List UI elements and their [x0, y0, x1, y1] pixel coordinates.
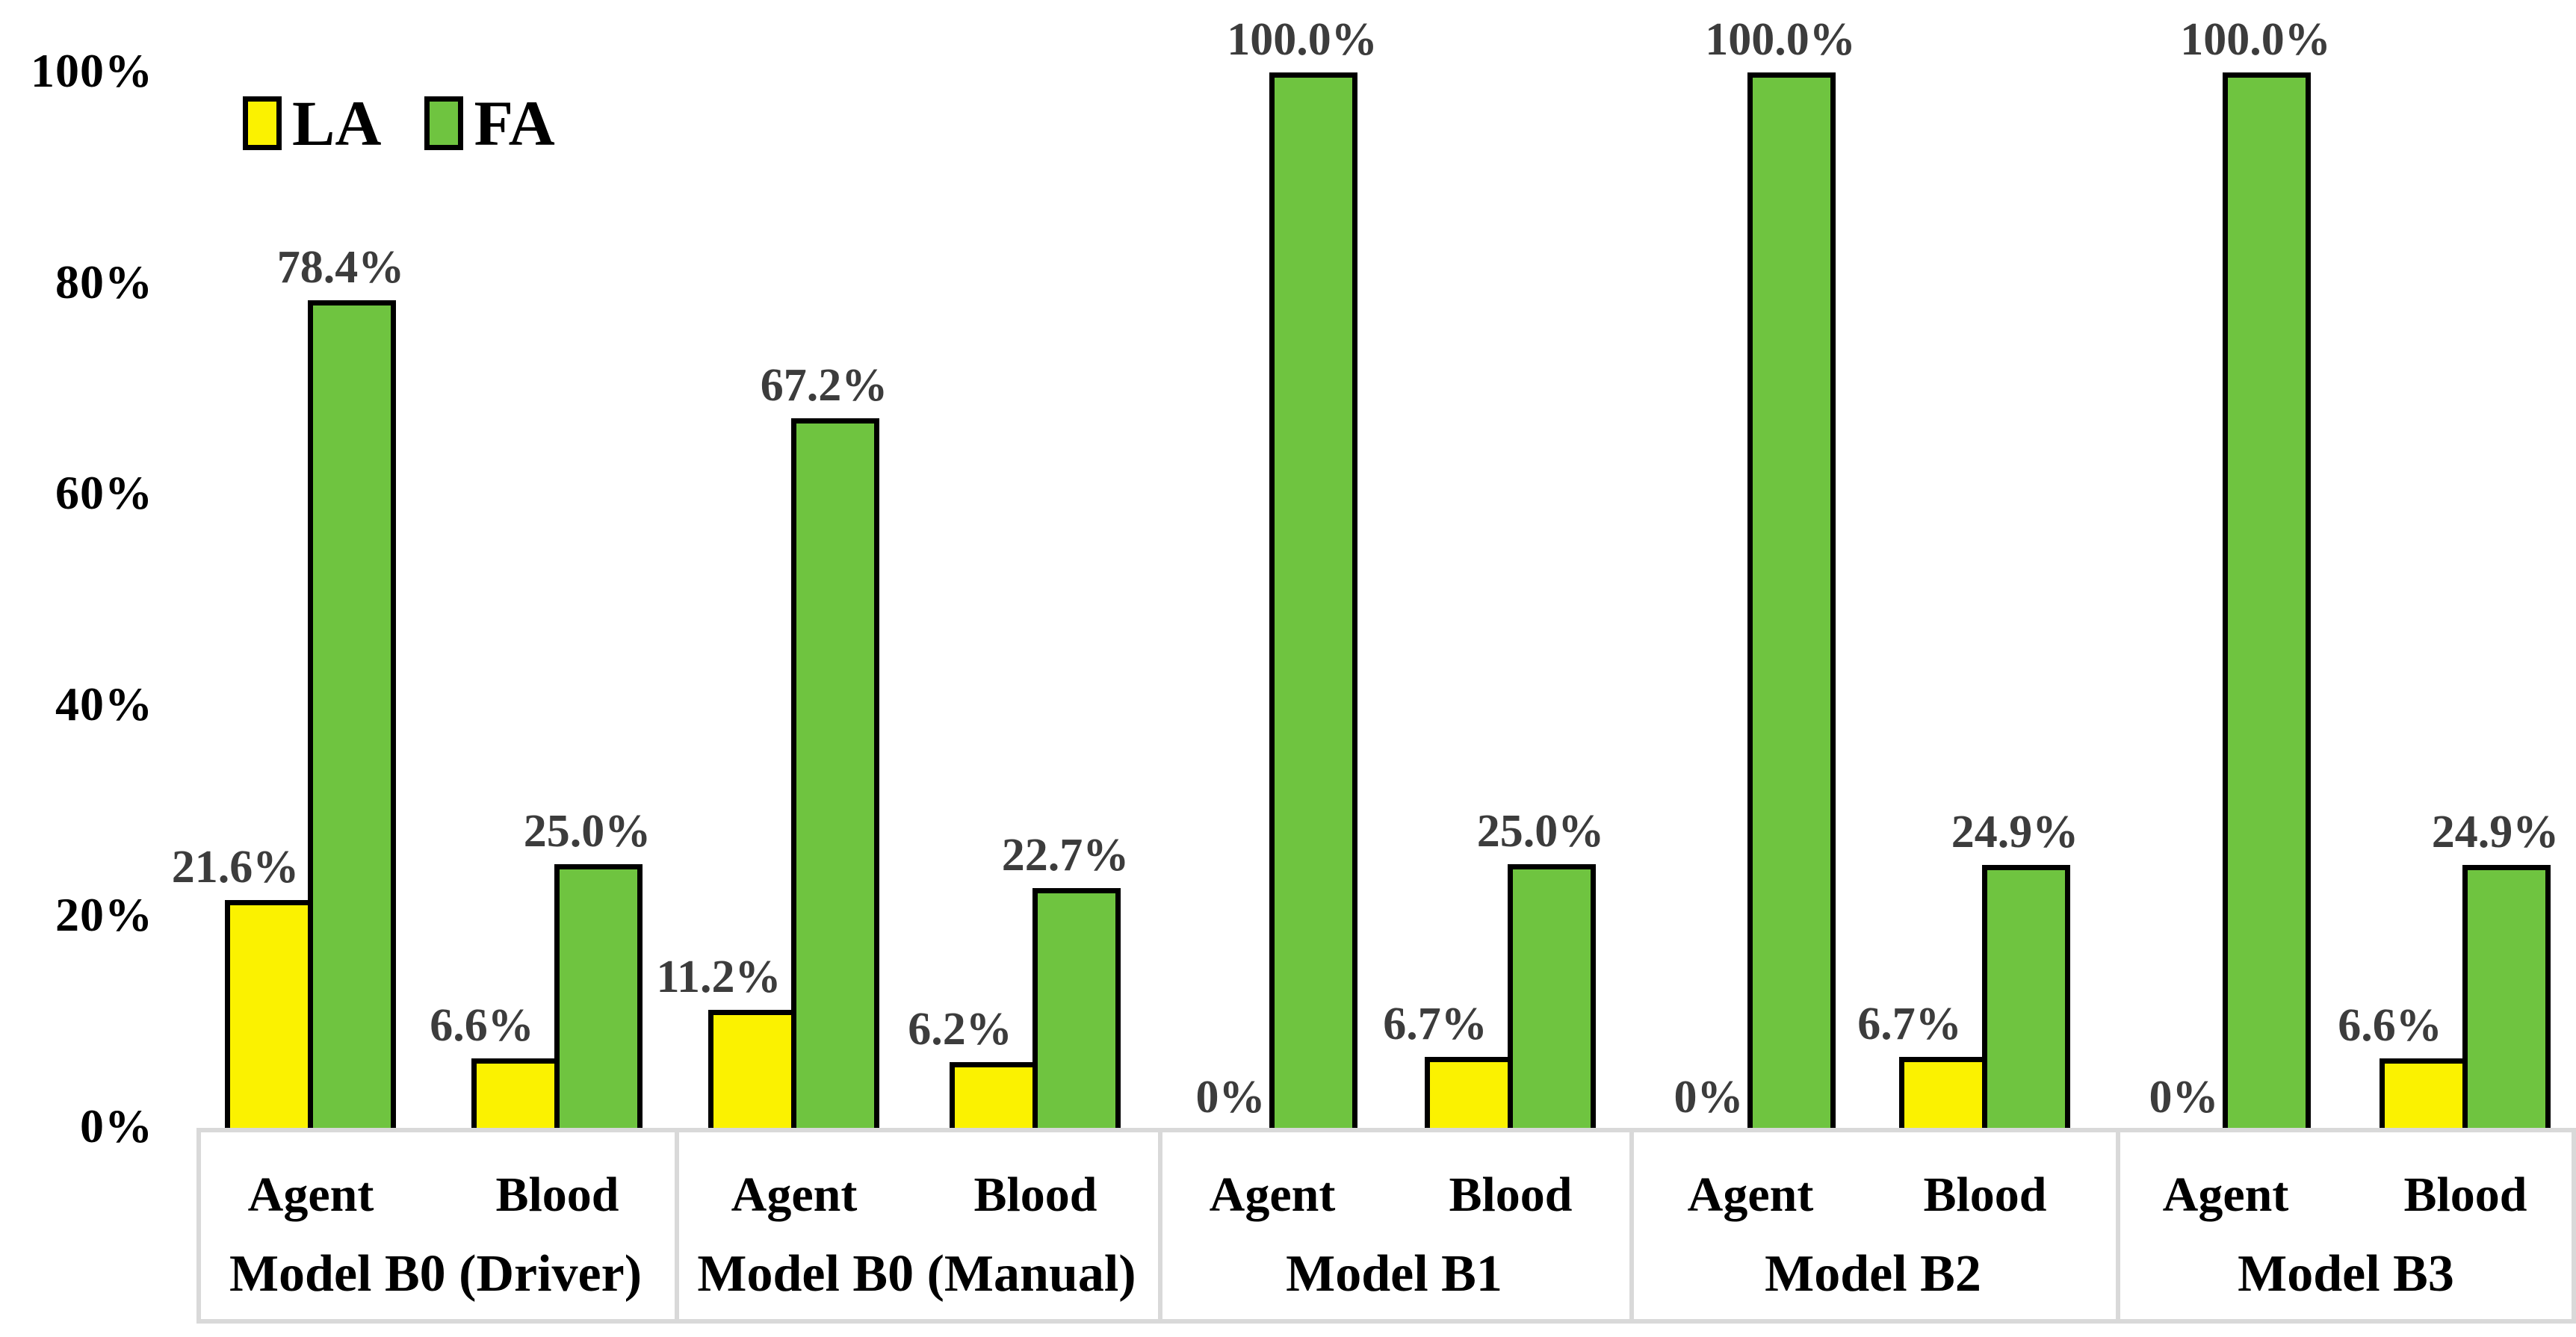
bar-fa — [2462, 865, 2551, 1128]
bar-la — [2380, 1058, 2468, 1128]
bar-fa — [1269, 72, 1357, 1128]
value-label-la-zero: 0% — [1674, 1072, 1744, 1123]
subcategory-label: Agent — [247, 1167, 374, 1222]
category-axis-box — [196, 1128, 2576, 1324]
bar-la — [1425, 1057, 1513, 1128]
axis-group-separator — [2116, 1128, 2120, 1324]
subcategory-label: Agent — [731, 1167, 858, 1222]
subcategory-label: Agent — [1209, 1167, 1336, 1222]
value-label-la: 6.6% — [2338, 1000, 2442, 1051]
value-label-fa: 25.0% — [1476, 806, 1605, 857]
bar-fa — [554, 864, 643, 1128]
value-label-fa: 22.7% — [1001, 830, 1130, 881]
value-label-fa: 100.0% — [1227, 14, 1378, 65]
bar-la — [708, 1010, 796, 1128]
axis-group-separator — [1158, 1128, 1162, 1324]
y-tick-label: 0% — [80, 1099, 153, 1153]
value-label-fa: 100.0% — [1705, 14, 1856, 65]
subcategory-label: Blood — [1923, 1167, 2047, 1222]
bar-la — [1899, 1057, 1987, 1128]
value-label-la: 6.2% — [908, 1004, 1012, 1055]
axis-group-separator — [675, 1128, 679, 1324]
y-tick-label: 80% — [55, 255, 153, 308]
value-label-fa: 24.9% — [2431, 807, 2560, 857]
value-label-la: 6.7% — [1857, 999, 1962, 1049]
group-label: Model B2 — [1765, 1245, 1981, 1303]
y-tick-label: 100% — [31, 44, 153, 97]
bar-la — [225, 900, 313, 1128]
value-label-fa: 24.9% — [1951, 807, 2079, 857]
group-label: Model B3 — [2238, 1245, 2454, 1303]
subcategory-label: Agent — [1687, 1167, 1814, 1222]
value-label-la-zero: 0% — [2149, 1072, 2219, 1123]
subcategory-label: Blood — [973, 1167, 1097, 1222]
value-label-fa: 100.0% — [2180, 14, 2331, 65]
bar-fa — [308, 300, 396, 1128]
bar-fa — [791, 418, 879, 1128]
value-label-la: 6.7% — [1383, 999, 1487, 1049]
subcategory-label: Blood — [1449, 1167, 1573, 1222]
group-label: Model B1 — [1286, 1245, 1502, 1303]
legend-swatch-fa — [424, 96, 464, 150]
value-label-fa: 78.4% — [276, 242, 405, 293]
value-label-la: 21.6% — [171, 842, 300, 893]
bar-la — [950, 1062, 1038, 1128]
subcategory-label: Blood — [495, 1167, 619, 1222]
legend-swatch-la — [243, 96, 282, 150]
legend-label-la: LA — [292, 87, 382, 159]
y-tick-label: 20% — [55, 888, 153, 941]
subcategory-label: Agent — [2162, 1167, 2289, 1222]
bar-fa — [2223, 72, 2311, 1128]
bar-fa — [1508, 864, 1596, 1128]
y-tick-label: 40% — [55, 677, 153, 730]
bar-fa — [1747, 72, 1836, 1128]
value-label-fa: 25.0% — [523, 806, 651, 857]
group-label: Model B0 (Driver) — [229, 1245, 643, 1303]
group-label: Model B0 (Manual) — [697, 1245, 1136, 1303]
bar-la — [471, 1058, 560, 1128]
chart-legend: LA FA — [243, 91, 598, 155]
y-tick-label: 60% — [55, 466, 153, 519]
bar-fa — [1982, 865, 2070, 1128]
value-label-la: 11.2% — [656, 952, 781, 1002]
value-label-la: 6.6% — [430, 1000, 534, 1051]
subcategory-label: Blood — [2403, 1167, 2527, 1222]
bar-fa — [1032, 888, 1121, 1128]
legend-label-fa: FA — [474, 87, 555, 159]
value-label-la-zero: 0% — [1195, 1072, 1266, 1123]
axis-group-separator — [1629, 1128, 1634, 1324]
value-label-fa: 67.2% — [760, 360, 888, 411]
